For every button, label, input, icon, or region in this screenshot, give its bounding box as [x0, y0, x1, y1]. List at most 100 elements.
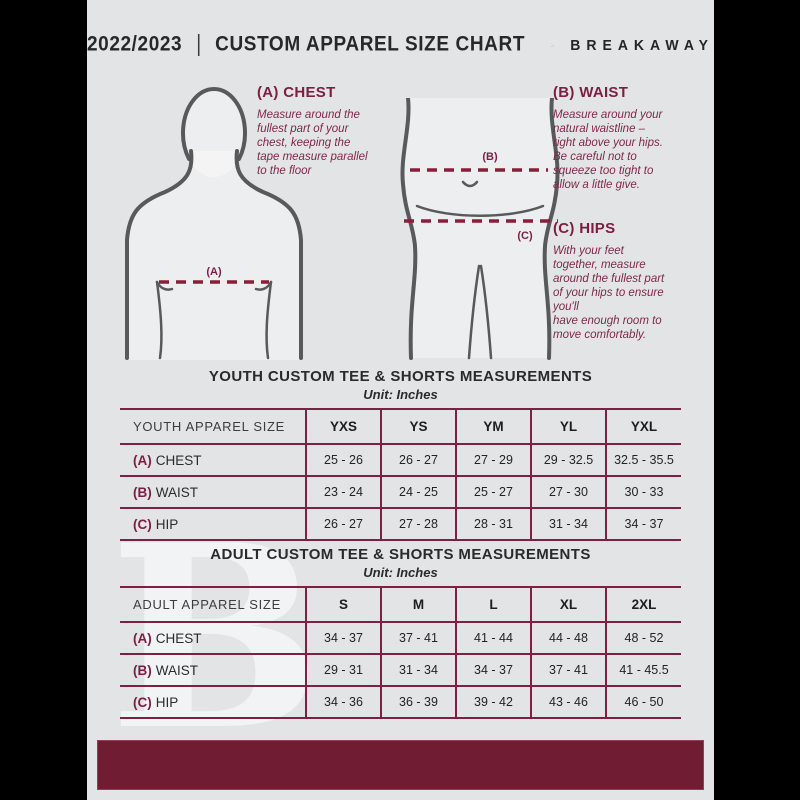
left-inner-arm: [155, 280, 163, 360]
table-cell: 43 - 46: [530, 685, 606, 719]
adult-size-table: ADULT APPAREL SIZE S M L XL 2XL (A) CHEST…: [120, 586, 681, 719]
season-label: 2022/2023: [87, 32, 183, 57]
adult-hip-row: (C) HIP 34 - 36 36 - 39 39 - 42 43 - 46 4…: [120, 685, 681, 719]
table-cell: 37 - 41: [530, 653, 606, 686]
adult-size-col-m: M: [380, 586, 456, 622]
table-cell: 26 - 27: [380, 443, 456, 476]
table-cell: 34 - 37: [305, 621, 381, 654]
table-cell: 41 - 45.5: [605, 653, 681, 686]
table-cell: 25 - 26: [305, 443, 381, 476]
row-label: WAIST: [155, 662, 198, 678]
row-label: WAIST: [155, 484, 198, 500]
table-cell: 27 - 29: [455, 443, 531, 476]
youth-size-col-yxl: YXL: [605, 408, 681, 444]
adult-chest-row: (A) CHEST 34 - 37 37 - 41 41 - 44 44 - 48…: [120, 621, 681, 654]
table-cell: 44 - 48: [530, 621, 606, 654]
hip-diagram-label: (C): [517, 230, 533, 242]
table-cell: 31 - 34: [380, 653, 456, 686]
adult-table-header-row: ADULT APPAREL SIZE S M L XL 2XL: [120, 586, 681, 622]
youth-table-unit: Unit: Inches: [363, 387, 438, 402]
page-title: CUSTOM APPAREL SIZE CHART: [215, 32, 526, 57]
table-cell: 39 - 42: [455, 685, 531, 719]
youth-chest-row: (A) CHEST 25 - 26 26 - 27 27 - 29 29 - 32…: [120, 443, 681, 476]
poster-page: B 2022/2023 | CUSTOM APPAREL SIZE CHART …: [87, 0, 714, 800]
row-label: CHEST: [155, 452, 202, 468]
adult-table-title: ADULT CUSTOM TEE & SHORTS MEASUREMENTS: [210, 546, 591, 563]
table-cell: 34 - 37: [605, 507, 681, 541]
table-cell: 29 - 32.5: [530, 443, 606, 476]
right-hip-leg-outline: [542, 98, 560, 360]
right-inner-leg: [479, 264, 493, 360]
chest-instruction-heading: (A) CHEST: [257, 84, 336, 101]
left-inner-leg: [467, 264, 481, 360]
row-label: CHEST: [155, 630, 202, 646]
table-cell: 31 - 34: [530, 507, 606, 541]
youth-chest-row-label: (A) CHEST: [120, 443, 306, 476]
row-prefix: (A): [133, 452, 152, 468]
table-cell: 25 - 27: [455, 475, 531, 508]
logo-swoosh: [549, 45, 553, 47]
navel-mark: [461, 180, 479, 188]
table-cell: 46 - 50: [605, 685, 681, 719]
hip-crease-line: [415, 204, 545, 217]
youth-size-col-yxs: YXS: [305, 408, 381, 444]
adult-chest-row-label: (A) CHEST: [120, 621, 306, 654]
table-cell: 29 - 31: [305, 653, 381, 686]
chest-instruction-body: Measure around the fullest part of your …: [257, 109, 368, 177]
table-cell: 34 - 37: [455, 653, 531, 686]
table-cell: 27 - 28: [380, 507, 456, 541]
youth-table-title: YOUTH CUSTOM TEE & SHORTS MEASUREMENTS: [208, 368, 593, 385]
table-cell: 27 - 30: [530, 475, 606, 508]
row-prefix: (C): [133, 516, 152, 532]
hips-instruction-body: With your feet together, measure around …: [553, 245, 665, 341]
table-cell: 26 - 27: [305, 507, 381, 541]
adult-waist-row-label: (B) WAIST: [120, 653, 306, 686]
footer-accent-bar: [97, 740, 704, 790]
left-shoulder-arm-outline: [125, 149, 194, 360]
youth-size-table: YOUTH APPAREL SIZE YXS YS YM YL YXL (A) C…: [120, 408, 681, 541]
waist-instruction-block: (B) WAIST Measure around your natural wa…: [553, 84, 711, 192]
hips-fill: [402, 98, 558, 358]
adult-size-col-2xl: 2XL: [605, 586, 681, 622]
head-fill: [183, 89, 245, 177]
chest-instruction-block: (A) CHEST Measure around the fullest par…: [257, 84, 402, 178]
adult-waist-row: (B) WAIST 29 - 31 31 - 34 34 - 37 37 - 41…: [120, 653, 681, 686]
hips-instruction-block: (C) HIPS With your feet together, measur…: [553, 220, 714, 342]
table-cell: 37 - 41: [380, 621, 456, 654]
adult-size-col-s: S: [305, 586, 381, 622]
head-outline: [181, 86, 247, 161]
youth-size-col-ym: YM: [455, 408, 531, 444]
table-cell: 36 - 39: [380, 685, 456, 719]
torso-fill: [127, 151, 301, 360]
table-cell: 23 - 24: [305, 475, 381, 508]
row-label: HIP: [155, 516, 179, 532]
hips-instruction-heading: (C) HIPS: [553, 220, 616, 237]
header-divider: |: [196, 31, 202, 57]
youth-size-col-yl: YL: [530, 408, 606, 444]
waist-instruction-body: Measure around your natural waistline – …: [553, 109, 663, 191]
youth-table-header-row: YOUTH APPAREL SIZE YXS YS YM YL YXL: [120, 408, 681, 444]
adult-size-col-xl: XL: [530, 586, 606, 622]
youth-waist-row-label: (B) WAIST: [120, 475, 306, 508]
table-cell: 41 - 44: [455, 621, 531, 654]
youth-table-corner-cell: YOUTH APPAREL SIZE: [120, 408, 306, 444]
upper-body-diagram: (A): [125, 86, 303, 360]
waist-diagram-label: (B): [482, 151, 498, 163]
right-shoulder-arm-outline: [234, 149, 303, 360]
row-prefix: (B): [133, 662, 152, 678]
table-cell: 24 - 25: [380, 475, 456, 508]
table-cell: 48 - 52: [605, 621, 681, 654]
right-inner-arm: [265, 280, 273, 360]
header-bar: 2022/2023 | CUSTOM APPAREL SIZE CHART B …: [87, 24, 714, 66]
table-cell: 34 - 36: [305, 685, 381, 719]
adult-table-unit: Unit: Inches: [363, 565, 438, 580]
youth-size-col-ys: YS: [380, 408, 456, 444]
row-prefix: (C): [133, 694, 152, 710]
row-prefix: (A): [133, 630, 152, 646]
lower-body-diagram: (B) (C): [400, 98, 560, 360]
breakaway-logo-icon: B: [549, 42, 554, 48]
logo-b-glyph: B: [549, 42, 554, 48]
youth-hip-row-label: (C) HIP: [120, 507, 306, 541]
chest-diagram-label: (A): [206, 266, 222, 278]
